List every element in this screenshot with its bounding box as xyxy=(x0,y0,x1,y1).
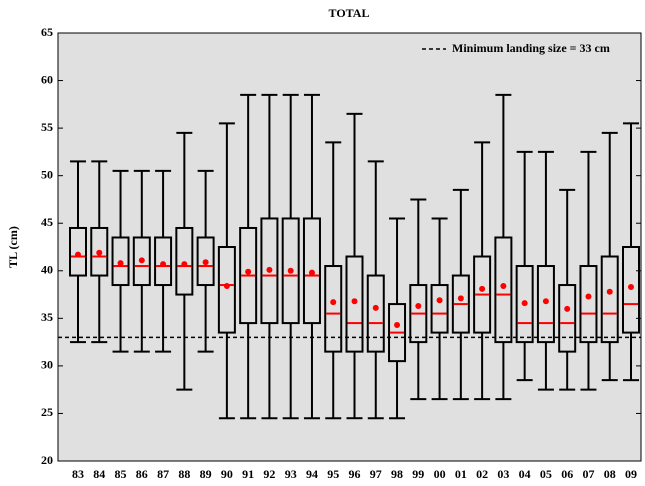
y-tick-label: 60 xyxy=(41,72,53,86)
box xyxy=(239,226,258,325)
mean xyxy=(479,285,486,292)
x-tick-label: 00 xyxy=(434,467,446,481)
x-tick-label: 86 xyxy=(136,467,148,481)
x-tick-label: 98 xyxy=(391,467,403,481)
box xyxy=(579,265,598,344)
mean xyxy=(160,261,167,268)
y-tick-label: 65 xyxy=(41,25,53,39)
box xyxy=(175,226,194,296)
y-tick-label: 50 xyxy=(41,167,53,181)
mean xyxy=(457,295,464,302)
x-tick-label: 91 xyxy=(242,467,254,481)
box xyxy=(409,284,428,344)
box xyxy=(388,303,407,363)
box xyxy=(302,217,321,325)
x-tick-label: 01 xyxy=(455,467,467,481)
box xyxy=(430,284,449,334)
x-tick-label: 92 xyxy=(263,467,275,481)
x-tick-label: 06 xyxy=(561,467,573,481)
x-tick-label: 94 xyxy=(306,467,318,481)
y-tick-label: 40 xyxy=(41,263,53,277)
box xyxy=(515,265,534,344)
box xyxy=(622,246,640,334)
mean xyxy=(500,282,507,289)
x-tick-label: 90 xyxy=(221,467,233,481)
box xyxy=(196,236,215,287)
box xyxy=(494,236,513,344)
mean xyxy=(372,304,379,311)
x-tick-label: 87 xyxy=(157,467,169,481)
x-tick-label: 07 xyxy=(582,467,594,481)
box xyxy=(260,217,279,325)
mean xyxy=(628,283,634,290)
mean xyxy=(394,321,401,328)
y-tick-label: 30 xyxy=(41,358,53,372)
mean xyxy=(606,288,613,295)
x-tick-label: 95 xyxy=(327,467,339,481)
x-tick-label: 83 xyxy=(72,467,84,481)
x-tick-label: 05 xyxy=(540,467,552,481)
y-tick-label: 20 xyxy=(41,453,53,467)
y-tick-label: 45 xyxy=(41,215,53,229)
box xyxy=(132,236,151,287)
mean xyxy=(521,300,528,307)
mean xyxy=(75,251,81,258)
x-tick-label: 96 xyxy=(349,467,361,481)
y-tick-label: 35 xyxy=(41,310,53,324)
mean xyxy=(245,268,252,275)
x-tick-label: 89 xyxy=(200,467,212,481)
plot-background xyxy=(57,32,642,462)
box xyxy=(558,284,577,353)
mean xyxy=(138,257,145,264)
mean xyxy=(330,299,337,306)
box xyxy=(90,226,109,277)
y-tick-label: 25 xyxy=(41,405,53,419)
x-tick-label: 02 xyxy=(476,467,488,481)
box xyxy=(111,236,130,287)
x-tick-label: 09 xyxy=(625,467,637,481)
y-tick-label: 55 xyxy=(41,120,53,134)
mean xyxy=(202,259,209,266)
box xyxy=(154,236,173,287)
mean xyxy=(351,298,358,305)
mean xyxy=(564,305,571,312)
x-tick-label: 97 xyxy=(370,467,382,481)
box xyxy=(281,217,300,325)
mean xyxy=(266,266,273,273)
x-tick-label: 93 xyxy=(285,467,297,481)
box xyxy=(536,265,555,344)
mean xyxy=(117,260,124,267)
box xyxy=(217,246,236,334)
mean xyxy=(585,293,592,300)
mean xyxy=(96,249,103,256)
x-tick-label: 99 xyxy=(412,467,424,481)
box xyxy=(451,274,470,334)
mean xyxy=(181,261,188,268)
box xyxy=(69,226,87,277)
x-tick-label: 84 xyxy=(93,467,105,481)
mean xyxy=(308,269,315,276)
x-tick-label: 03 xyxy=(497,467,509,481)
mean xyxy=(287,267,294,274)
x-tick-label: 08 xyxy=(604,467,616,481)
mean xyxy=(542,298,549,305)
mean xyxy=(415,302,422,309)
x-tick-label: 88 xyxy=(178,467,190,481)
chart-title: TOTAL xyxy=(329,6,370,20)
box xyxy=(473,255,492,334)
mean xyxy=(223,282,230,289)
x-tick-label: 04 xyxy=(519,467,531,481)
legend-label: Minimum landing size = 33 cm xyxy=(452,41,610,55)
x-tick-label: 85 xyxy=(115,467,127,481)
box xyxy=(366,274,385,353)
mean xyxy=(436,297,443,304)
box xyxy=(345,255,364,353)
box xyxy=(324,265,343,353)
y-axis-label: TL (cm) xyxy=(6,226,20,268)
box xyxy=(600,255,619,344)
